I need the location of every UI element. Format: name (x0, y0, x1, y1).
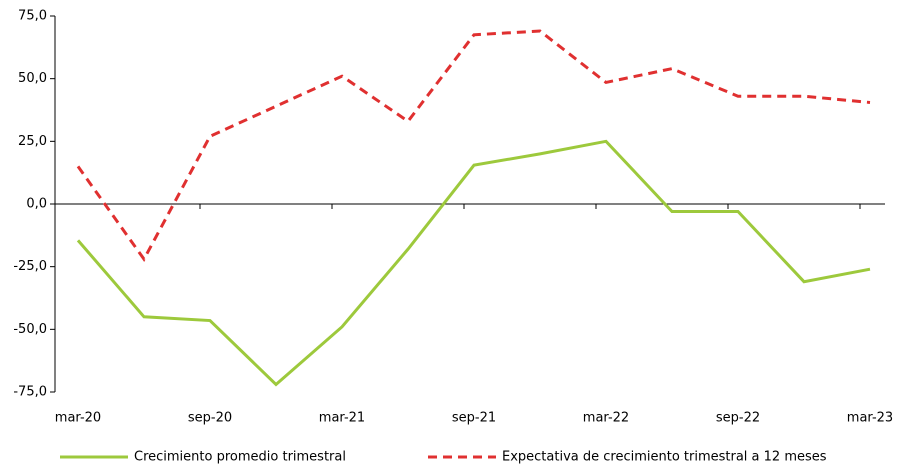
x-tick-label: mar-23 (847, 411, 893, 426)
y-tick-label: 75,0 (18, 9, 47, 24)
x-tick-label: mar-22 (583, 411, 629, 426)
x-tick-label: mar-20 (55, 411, 101, 426)
x-tick-label: sep-21 (452, 411, 496, 426)
y-tick-label: 0,0 (26, 197, 47, 212)
y-tick-label: 25,0 (18, 134, 47, 149)
x-tick-label: mar-21 (319, 411, 365, 426)
y-tick-label: -25,0 (13, 259, 47, 274)
y-tick-label: -50,0 (13, 322, 47, 337)
x-tick-label: sep-20 (188, 411, 232, 426)
legend-label: Expectativa de crecimiento trimestral a … (502, 450, 827, 465)
y-tick-label: 50,0 (18, 71, 47, 86)
y-tick-label: -75,0 (13, 385, 47, 400)
legend-label: Crecimiento promedio trimestral (134, 450, 346, 465)
series-line (76, 29, 871, 262)
x-tick-label: sep-22 (716, 411, 760, 426)
series-line (76, 139, 871, 387)
